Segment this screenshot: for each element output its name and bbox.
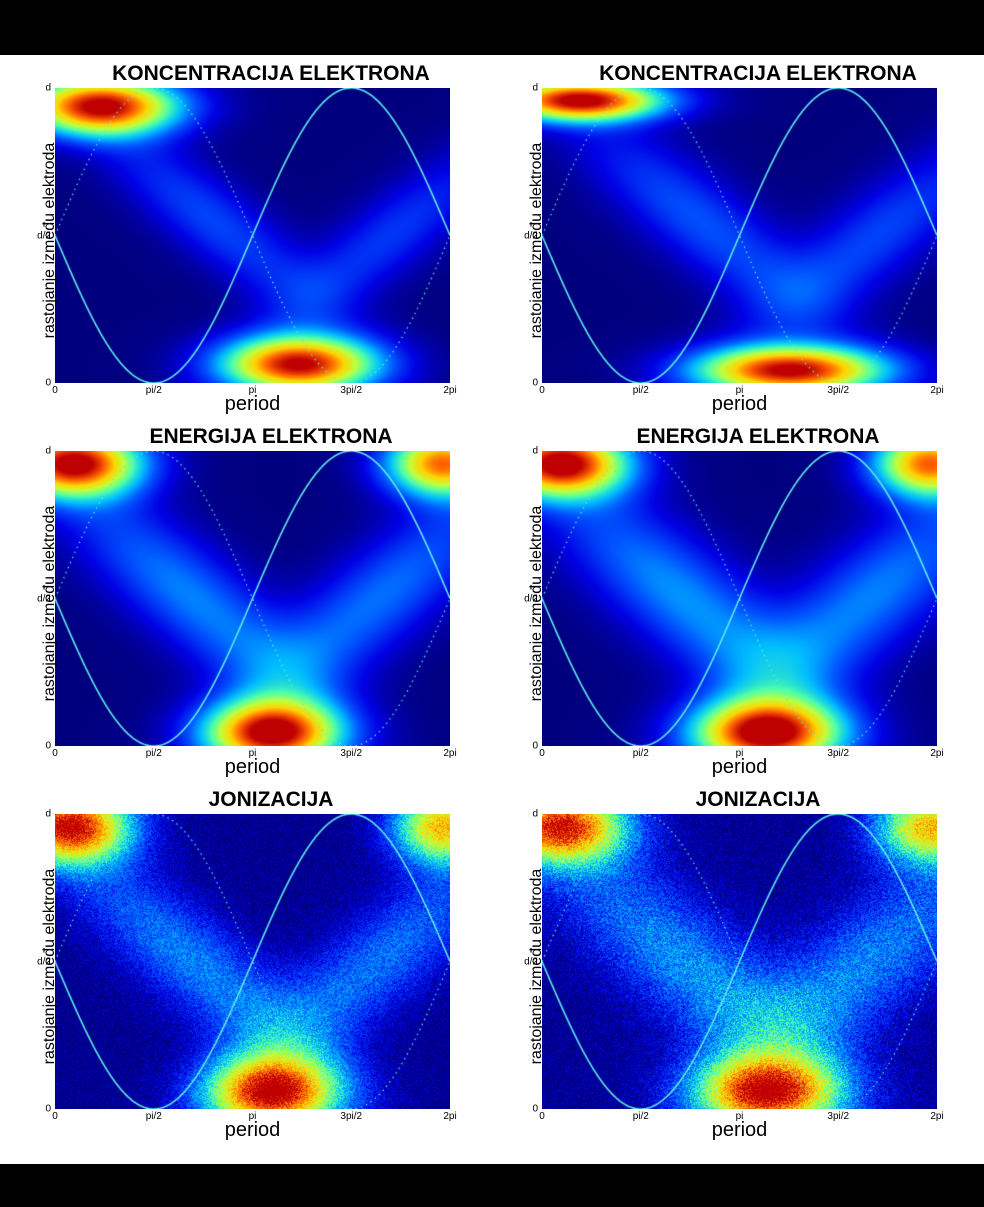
x-tick: 0 [52,385,58,396]
x-axis-label: period [712,1119,768,1142]
panel-energ-left: ENERGIJA ELEKTRONArastojanje između elek… [10,423,487,786]
x-tick: pi/2 [146,1111,162,1122]
y-tick: d [45,83,51,94]
x-tick: 3pi/2 [340,1111,362,1122]
x-tick: pi [249,1111,257,1122]
chart-area: rastojanje između elektrodaperiod0d/2d0p… [542,814,937,1109]
x-tick: 3pi/2 [827,385,849,396]
chart-area: rastojanje između elektrodaperiod0d/2d0p… [55,451,450,746]
panel-title: JONIZACIJA [55,788,487,812]
panel-title: KONCENTRACIJA ELEKTRONA [55,62,487,86]
y-tick: d/2 [524,230,538,241]
x-tick: 2pi [930,1111,943,1122]
x-tick: 0 [52,748,58,759]
y-tick: 0 [532,1104,538,1115]
x-tick: pi [736,1111,744,1122]
chart-area: rastojanje između elektrodaperiod0d/2d0p… [55,88,450,383]
x-tick: 2pi [443,1111,456,1122]
x-tick: 2pi [930,385,943,396]
y-tick: d/2 [524,956,538,967]
x-axis-label: period [225,756,281,779]
y-tick: d/2 [37,956,51,967]
y-tick: d [532,446,538,457]
x-tick: 3pi/2 [827,748,849,759]
panel-energ-right: ENERGIJA ELEKTRONArastojanje između elek… [497,423,974,786]
y-tick: d [532,83,538,94]
heatmap-canvas [55,451,450,746]
x-tick: 2pi [930,748,943,759]
x-axis-label: period [712,756,768,779]
panel-title: JONIZACIJA [542,788,974,812]
y-tick: d/2 [524,593,538,604]
x-tick: 3pi/2 [340,385,362,396]
x-tick: 2pi [443,748,456,759]
x-tick: pi [249,385,257,396]
x-tick: pi/2 [633,385,649,396]
x-tick: 0 [539,748,545,759]
panel-joniz-left: JONIZACIJArastojanje između elektrodaper… [10,786,487,1149]
x-tick: pi [736,385,744,396]
y-tick: 0 [532,378,538,389]
chart-area: rastojanje između elektrodaperiod0d/2d0p… [542,88,937,383]
y-tick: 0 [45,741,51,752]
heatmap-canvas [55,814,450,1109]
x-tick: 3pi/2 [827,1111,849,1122]
heatmap-canvas [542,814,937,1109]
top-black-bar [0,0,984,55]
panel-konc-right: KONCENTRACIJA ELEKTRONArastojanje između… [497,60,974,423]
panel-title: ENERGIJA ELEKTRONA [55,425,487,449]
x-tick: pi/2 [633,1111,649,1122]
panel-joniz-right: JONIZACIJArastojanje između elektrodaper… [497,786,974,1149]
x-tick: 0 [539,385,545,396]
x-tick: 2pi [443,385,456,396]
panel-title: ENERGIJA ELEKTRONA [542,425,974,449]
chart-area: rastojanje između elektrodaperiod0d/2d0p… [55,814,450,1109]
x-tick: 3pi/2 [340,748,362,759]
x-tick: 0 [52,1111,58,1122]
y-tick: d [532,809,538,820]
x-tick: pi/2 [146,748,162,759]
x-tick: 0 [539,1111,545,1122]
heatmap-canvas [542,88,937,383]
heatmap-canvas [542,451,937,746]
y-tick: d/2 [37,230,51,241]
chart-grid: KONCENTRACIJA ELEKTRONArastojanje između… [0,55,984,1164]
x-tick: pi/2 [633,748,649,759]
y-tick: d [45,446,51,457]
x-axis-label: period [225,1119,281,1142]
y-tick: 0 [45,378,51,389]
y-tick: 0 [45,1104,51,1115]
heatmap-canvas [55,88,450,383]
x-tick: pi [249,748,257,759]
x-axis-label: period [712,393,768,416]
y-tick: d [45,809,51,820]
panel-konc-left: KONCENTRACIJA ELEKTRONArastojanje između… [10,60,487,423]
y-tick: d/2 [37,593,51,604]
x-axis-label: period [225,393,281,416]
panel-title: KONCENTRACIJA ELEKTRONA [542,62,974,86]
x-tick: pi [736,748,744,759]
chart-area: rastojanje između elektrodaperiod0d/2d0p… [542,451,937,746]
y-tick: 0 [532,741,538,752]
x-tick: pi/2 [146,385,162,396]
